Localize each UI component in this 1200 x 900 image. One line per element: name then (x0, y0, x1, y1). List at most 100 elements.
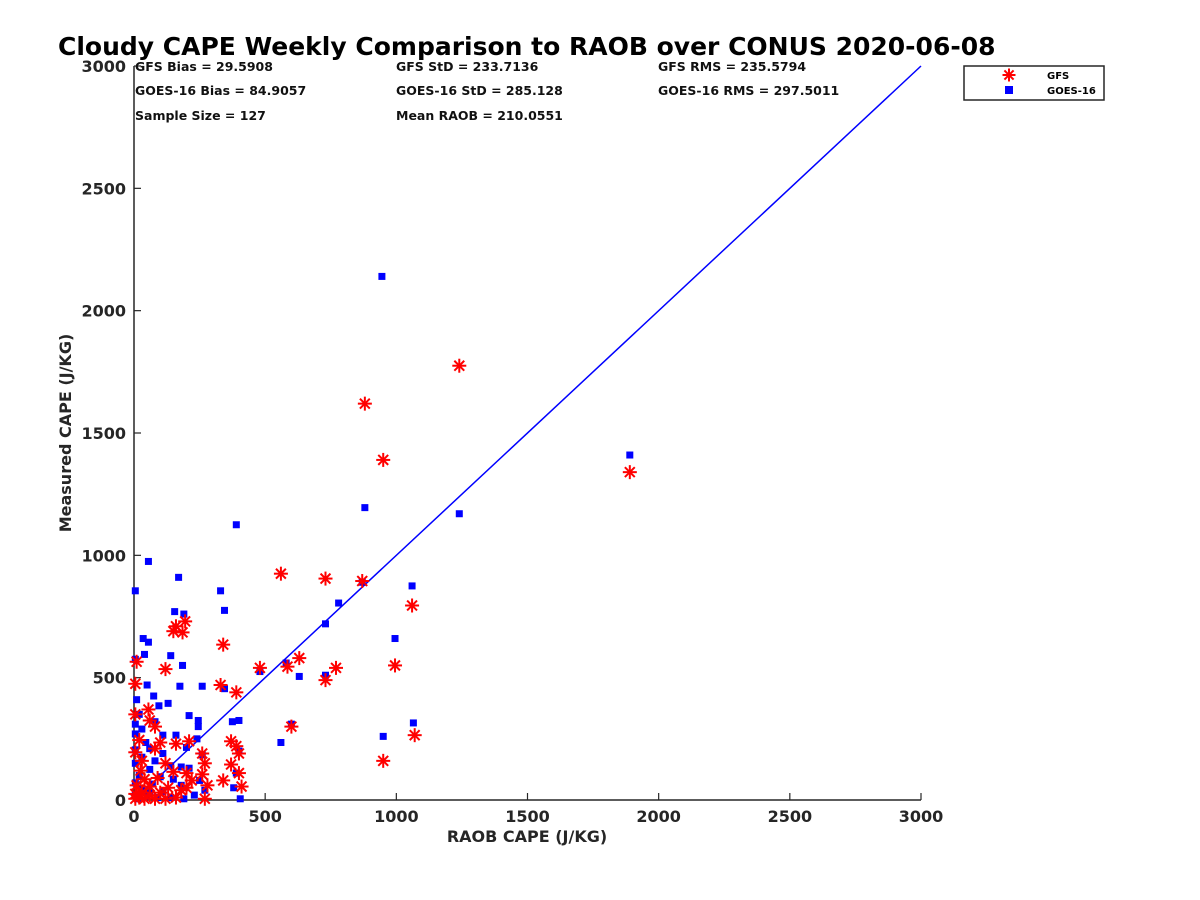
goes16-point (155, 702, 163, 710)
x-tick-label: 0 (128, 807, 139, 826)
asterisk-stroke (225, 735, 237, 747)
gfs-point (195, 767, 210, 782)
legend-gfs-label: GFS (1047, 71, 1069, 82)
asterisk-stroke (133, 734, 145, 746)
goes16-point (230, 784, 238, 792)
asterisk-stroke (377, 755, 389, 767)
asterisk-stroke (167, 625, 180, 637)
asterisk-stroke (129, 678, 141, 690)
asterisk-stroke (149, 742, 161, 755)
x-tick-label: 2500 (768, 807, 813, 826)
gfs-point (318, 673, 333, 688)
goes16-point (144, 638, 152, 646)
goes16-point (235, 716, 243, 724)
goes16-point (282, 659, 290, 667)
legend-gfs-marker (1002, 68, 1016, 82)
asterisk-stroke (281, 660, 294, 673)
gfs-point (357, 396, 372, 411)
legend-goes-marker (1005, 86, 1013, 94)
goes16-point (194, 716, 202, 724)
stat-gfs-std: GFS StD = 233.7136 (396, 59, 539, 74)
asterisk-stroke (254, 662, 266, 674)
legend-gfs-asterisk (1002, 68, 1016, 82)
gfs-point (231, 746, 246, 761)
gfs-point (234, 779, 249, 794)
stat-gfs-bias: GFS Bias = 29.5908 (135, 59, 273, 74)
goes16-point (221, 606, 229, 614)
asterisk-stroke (134, 764, 147, 777)
data-points (128, 272, 637, 806)
gfs-point (147, 719, 162, 734)
gfs-point (195, 746, 210, 761)
gfs-point (166, 764, 181, 779)
goes16-point (169, 775, 177, 783)
goes16-point (236, 795, 244, 803)
one-to-one-line (133, 65, 922, 801)
goes16-point (159, 750, 167, 758)
asterisk-stroke (359, 397, 371, 410)
gfs-point (284, 719, 299, 734)
asterisk-stroke (179, 615, 191, 628)
goes16-point (217, 587, 225, 595)
asterisk-stroke (180, 767, 193, 779)
goes16-point (179, 661, 187, 669)
asterisk-stroke (319, 572, 332, 585)
asterisk-stroke (176, 626, 189, 639)
axes: 0 500 1000 1500 2000 2500 3000 0 500 1000 1500 2000… (81, 57, 943, 826)
asterisk-stroke (275, 568, 287, 580)
asterisk-stroke (233, 747, 245, 760)
asterisk-stroke (233, 767, 245, 779)
gfs-point (168, 736, 183, 751)
asterisk-stroke (453, 360, 465, 372)
gfs-point (178, 614, 193, 629)
gfs-point (128, 676, 143, 691)
stats-annotations: GFS Bias = 29.5908 GFS StD = 233.7136 GF… (135, 59, 839, 123)
goes16-point (167, 762, 175, 770)
gfs-point (280, 659, 295, 674)
asterisk-stroke (170, 791, 182, 804)
goes16-point (232, 521, 240, 529)
gfs-point (158, 662, 173, 677)
asterisk-stroke (159, 757, 172, 769)
asterisk-stroke (330, 662, 342, 674)
gfs-point (318, 571, 333, 586)
asterisk-stroke (285, 720, 298, 733)
goes16-point (135, 772, 143, 780)
goes16-point (361, 504, 369, 512)
goes16-point (131, 587, 139, 595)
asterisk-stroke (130, 779, 143, 791)
gfs-point (376, 753, 391, 768)
goes16-point (198, 682, 206, 690)
goes16-point (391, 635, 399, 643)
stat-goes-std: GOES-16 StD = 285.128 (396, 83, 563, 98)
gfs-point (231, 766, 246, 781)
gfs-point (407, 728, 422, 743)
goes16-point (455, 510, 463, 518)
asterisk-stroke (129, 708, 141, 721)
y-tick-label: 0 (115, 791, 126, 810)
goes16-point (146, 765, 154, 773)
gfs-point (161, 780, 176, 795)
goes16-point (295, 672, 303, 680)
x-tick-label: 3000 (899, 807, 944, 826)
asterisk-stroke (235, 780, 248, 793)
asterisk-stroke (1003, 69, 1015, 81)
gfs-point (168, 790, 183, 805)
gfs-point (184, 773, 199, 788)
asterisk-stroke (217, 774, 229, 787)
goes16-point (335, 599, 343, 607)
goes16-point (131, 720, 139, 728)
gfs-point (132, 733, 147, 748)
stat-mean-raob: Mean RAOB = 210.0551 (396, 108, 563, 123)
goes16-point (626, 451, 634, 459)
asterisk-stroke (149, 793, 161, 805)
asterisk-stroke (230, 740, 242, 752)
gfs-point (622, 465, 637, 480)
gfs-point (179, 766, 194, 781)
stat-gfs-rms: GFS RMS = 235.5794 (658, 59, 806, 74)
gfs-point (328, 660, 343, 675)
asterisk-stroke (624, 466, 636, 478)
asterisk-stroke (175, 784, 187, 796)
chart-title: Cloudy CAPE Weekly Comparison to RAOB ov… (58, 32, 996, 61)
asterisk-stroke (149, 720, 161, 733)
